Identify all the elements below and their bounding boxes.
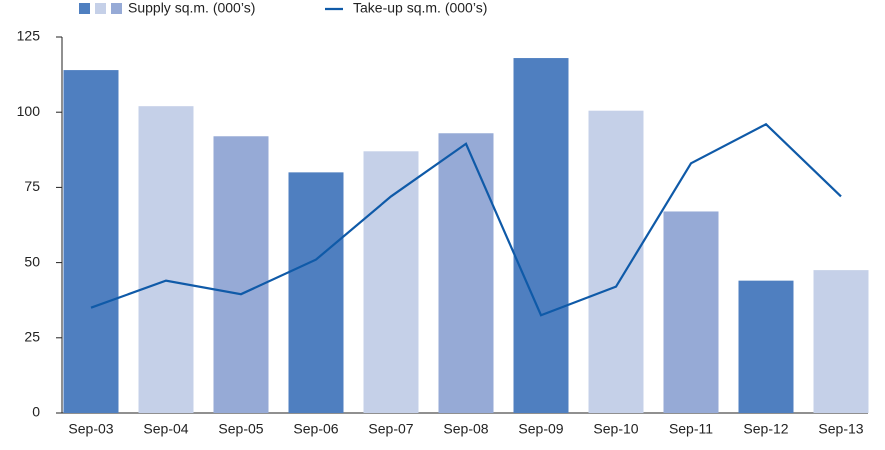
bar: [288, 172, 344, 413]
bar: [63, 70, 119, 413]
bar: [588, 110, 644, 414]
x-tick-label: Sep-10: [593, 421, 638, 437]
bar: [363, 151, 419, 413]
bar: [738, 280, 794, 413]
y-tick-label: 25: [24, 329, 40, 345]
x-tick-label: Sep-12: [743, 421, 788, 437]
bar: [213, 136, 269, 413]
y-tick-label: 50: [24, 253, 40, 269]
bar: [438, 133, 494, 414]
x-tick-label: Sep-09: [518, 421, 563, 437]
bar: [813, 270, 869, 413]
x-tick-label: Sep-05: [218, 421, 263, 437]
legend-swatch: [95, 3, 106, 14]
x-tick-label: Sep-06: [293, 421, 338, 437]
legend-label: Take-up sq.m. (000’s): [353, 0, 487, 16]
x-tick-label: Sep-08: [443, 421, 488, 437]
bar: [513, 58, 569, 413]
legend-label: Supply sq.m. (000’s): [128, 0, 255, 16]
y-tick-label: 125: [17, 28, 41, 44]
legend-swatch: [79, 3, 90, 14]
legend-swatch: [111, 3, 122, 14]
x-tick-label: Sep-07: [368, 421, 413, 437]
bar: [138, 106, 194, 414]
x-tick-label: Sep-03: [68, 421, 113, 437]
x-tick-label: Sep-13: [818, 421, 863, 437]
line: [90, 122, 842, 317]
x-tick-label: Sep-11: [669, 421, 713, 437]
bar: [663, 211, 719, 413]
y-tick-label: 75: [24, 178, 40, 194]
x-tick-label: Sep-04: [143, 421, 188, 437]
y-tick-label: 100: [17, 103, 41, 119]
y-tick-label: 0: [32, 404, 40, 420]
